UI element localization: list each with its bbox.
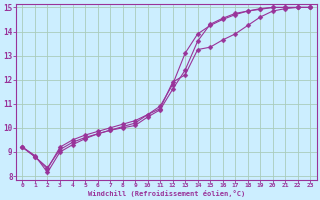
X-axis label: Windchill (Refroidissement éolien,°C): Windchill (Refroidissement éolien,°C) [88,190,245,197]
